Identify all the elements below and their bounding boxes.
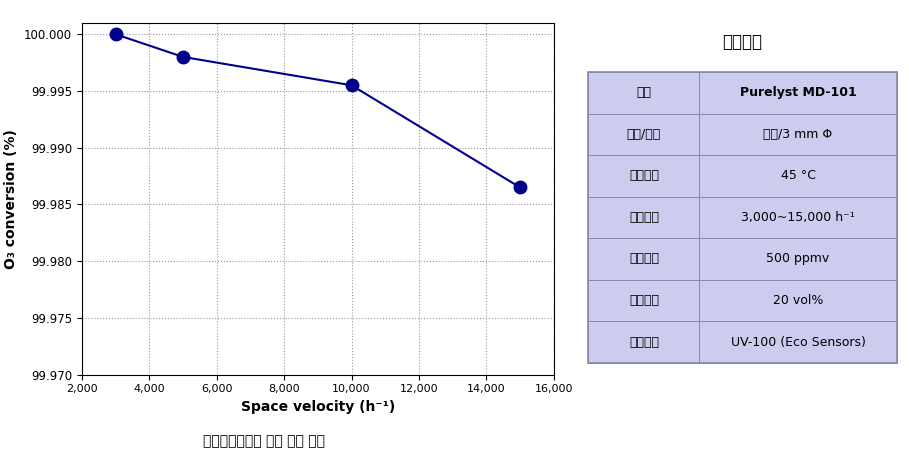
- Bar: [588, 280, 699, 321]
- Bar: [588, 197, 699, 238]
- Text: 3,000~15,000 h⁻¹: 3,000~15,000 h⁻¹: [741, 211, 855, 224]
- Bar: [588, 238, 699, 280]
- Text: UV-100 (Eco Sensors): UV-100 (Eco Sensors): [731, 335, 865, 349]
- Bar: [699, 72, 897, 114]
- Text: 공간속도: 공간속도: [629, 211, 659, 224]
- Text: 촉매: 촉매: [636, 86, 652, 99]
- Text: 측정기기: 측정기기: [629, 335, 659, 349]
- Bar: [699, 280, 897, 321]
- Text: 오존농도: 오존농도: [629, 252, 659, 266]
- Bar: [588, 72, 699, 114]
- Bar: [588, 321, 699, 363]
- Bar: [699, 155, 897, 197]
- Text: 형태/크기: 형태/크기: [627, 128, 661, 141]
- Bar: [699, 321, 897, 363]
- Y-axis label: O₃ conversion (%): O₃ conversion (%): [5, 129, 18, 269]
- Bar: [699, 238, 897, 280]
- Text: 20 vol%: 20 vol%: [773, 294, 824, 307]
- Text: 펜렟/3 mm Φ: 펜렟/3 mm Φ: [764, 128, 833, 141]
- Bar: [699, 114, 897, 155]
- Bar: [699, 197, 897, 238]
- Text: 45 °C: 45 °C: [781, 170, 815, 182]
- Text: 반응온도: 반응온도: [629, 170, 659, 182]
- X-axis label: Space velocity (h⁻¹): Space velocity (h⁻¹): [241, 400, 395, 414]
- Text: 실험조건: 실험조건: [723, 33, 763, 51]
- Text: 산소농도: 산소농도: [629, 294, 659, 307]
- Text: 500 ppmv: 500 ppmv: [766, 252, 830, 266]
- Bar: [588, 72, 897, 363]
- Text: 무게공간속도별 오존 분해 효율: 무게공간속도별 오존 분해 효율: [203, 434, 325, 448]
- Bar: [588, 114, 699, 155]
- Text: Purelyst MD-101: Purelyst MD-101: [740, 86, 856, 99]
- Bar: [588, 155, 699, 197]
